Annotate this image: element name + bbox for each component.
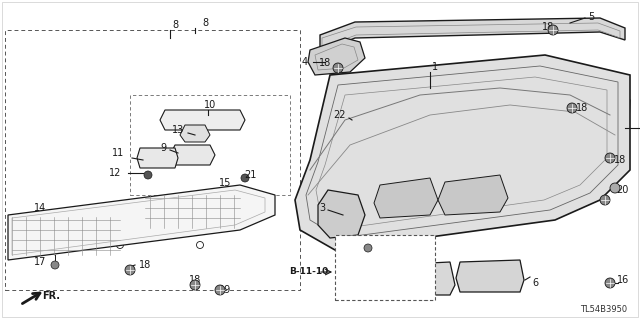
Text: FR.: FR. [42,291,60,301]
Text: B-11-10: B-11-10 [289,268,328,277]
Text: 21: 21 [244,170,256,180]
Circle shape [600,195,610,205]
Polygon shape [137,148,178,168]
Circle shape [51,261,59,269]
Bar [5,30,300,290]
Text: 15: 15 [219,178,231,188]
Text: 18: 18 [576,103,588,113]
Text: 2: 2 [422,293,428,303]
Bar [335,235,435,300]
Text: 20: 20 [616,185,628,195]
Text: 18: 18 [139,260,151,270]
Polygon shape [320,18,625,52]
Circle shape [548,25,558,35]
Text: TL54B3950: TL54B3950 [580,306,627,315]
Circle shape [364,244,372,252]
Polygon shape [295,55,630,250]
Text: 9: 9 [160,143,166,153]
Text: 18: 18 [189,275,201,285]
Text: 14: 14 [34,203,46,213]
Text: 4: 4 [302,57,308,67]
Circle shape [125,265,135,275]
Text: 8: 8 [202,18,208,28]
Circle shape [610,183,620,193]
Text: 3: 3 [319,203,325,213]
Text: 6: 6 [532,278,538,288]
Text: 13: 13 [172,125,184,135]
Polygon shape [438,175,508,215]
Text: 17: 17 [34,257,46,267]
Circle shape [144,171,152,179]
Polygon shape [170,145,215,165]
Text: 1: 1 [432,62,438,72]
Text: 18: 18 [319,58,331,68]
Text: 22: 22 [333,110,346,120]
Polygon shape [8,185,275,260]
Circle shape [345,113,355,123]
Polygon shape [385,262,455,295]
Circle shape [241,174,249,182]
Polygon shape [180,125,210,142]
Text: 16: 16 [617,275,629,285]
Polygon shape [456,260,524,292]
Polygon shape [308,38,365,75]
Polygon shape [550,90,630,158]
Text: 19: 19 [219,285,231,295]
Text: 11: 11 [112,148,124,158]
Circle shape [605,278,615,288]
Polygon shape [318,190,365,238]
Polygon shape [160,110,245,130]
Text: 12: 12 [109,168,121,178]
Bar [130,95,290,195]
Circle shape [567,103,577,113]
Circle shape [333,63,343,73]
Text: 18: 18 [614,155,627,165]
Circle shape [605,153,615,163]
Text: 10: 10 [204,100,216,110]
Text: 18: 18 [542,22,554,32]
Polygon shape [374,178,438,218]
Circle shape [215,285,225,295]
Text: 5: 5 [588,12,594,22]
Text: 8: 8 [172,20,178,30]
Circle shape [190,280,200,290]
